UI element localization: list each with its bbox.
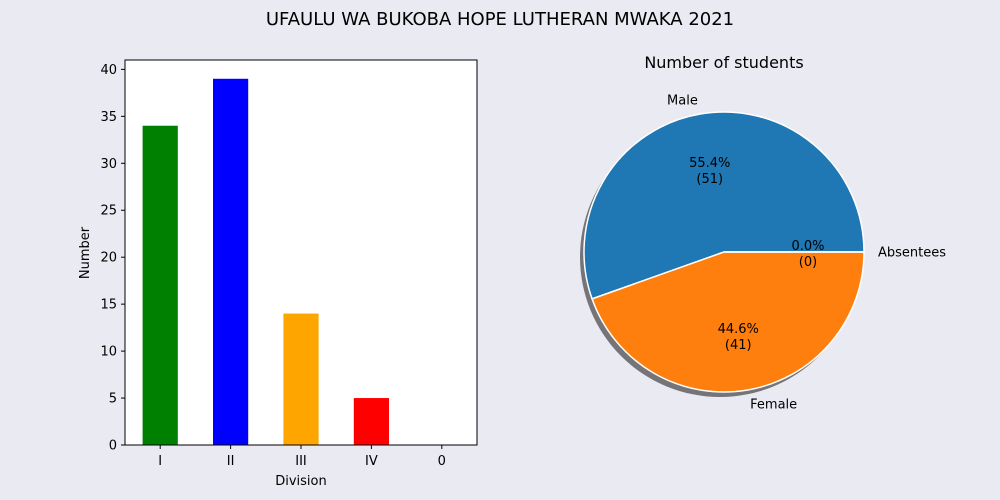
x-tick-label: II bbox=[227, 454, 235, 469]
pie-labels: Male 55.4%(51) Female 44.6%(41) Absentees 0.0… bbox=[667, 94, 946, 413]
x-tick-label: 0 bbox=[438, 454, 446, 469]
figure-title: UFAULU WA BUKOBA HOPE LUTHERAN MWAKA 202… bbox=[266, 9, 734, 30]
pie-percent-label: 55.4% bbox=[689, 156, 730, 171]
bar-1 bbox=[213, 78, 249, 445]
bar-3 bbox=[353, 398, 389, 445]
pie-count-label: (51) bbox=[696, 172, 723, 187]
pie-label-male: Male bbox=[667, 94, 698, 109]
pie-count-label: (0) bbox=[799, 255, 817, 270]
bar-y-axis-label: Number bbox=[78, 226, 93, 279]
pie-percent-label: 0.0% bbox=[791, 239, 824, 254]
bar-y-axis: 0 5 10 15 20 25 30 35 40 bbox=[100, 63, 125, 454]
x-tick-label: I bbox=[158, 454, 162, 469]
y-tick-label: 15 bbox=[100, 298, 117, 313]
y-tick-label: 30 bbox=[100, 157, 117, 172]
y-tick-label: 25 bbox=[100, 204, 117, 219]
pie-slice-female bbox=[591, 251, 865, 393]
x-tick-label: III bbox=[295, 454, 307, 469]
pie-label-absentees: Absentees bbox=[878, 246, 946, 261]
bar-2 bbox=[283, 313, 319, 445]
y-tick-label: 5 bbox=[109, 392, 117, 407]
bar-0 bbox=[142, 125, 178, 446]
pie-chart: Number of students Male 55.4%(51) Female 44… bbox=[580, 53, 946, 412]
y-tick-label: 0 bbox=[109, 439, 117, 454]
pie-title: Number of students bbox=[644, 53, 803, 72]
x-tick-label: IV bbox=[365, 454, 378, 469]
pie-label-female: Female bbox=[750, 397, 797, 412]
bar-x-axis: I II III IV 0 bbox=[158, 445, 446, 469]
pie-percent-label: 44.6% bbox=[718, 322, 759, 337]
y-tick-label: 20 bbox=[100, 251, 117, 266]
y-tick-label: 10 bbox=[100, 345, 117, 360]
pie-slice-male bbox=[583, 111, 865, 300]
bar-marks bbox=[142, 78, 389, 446]
pie-slices bbox=[583, 111, 865, 393]
bar-x-axis-label: Division bbox=[275, 474, 327, 489]
pie-count-label: (41) bbox=[725, 338, 752, 353]
y-tick-label: 40 bbox=[100, 63, 117, 78]
y-tick-label: 35 bbox=[100, 110, 117, 125]
